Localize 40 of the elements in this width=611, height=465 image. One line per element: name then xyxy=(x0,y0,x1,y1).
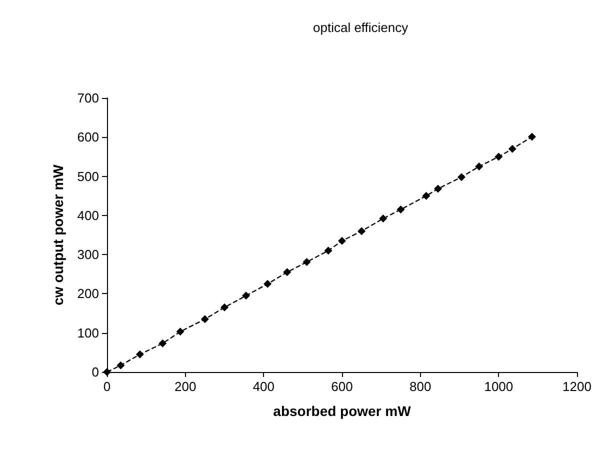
point xyxy=(200,315,209,324)
x-tick-label: 400 xyxy=(252,379,275,394)
point xyxy=(158,339,167,348)
x-tick-label: 0 xyxy=(103,379,111,394)
x-tick-label: 600 xyxy=(331,379,353,394)
point xyxy=(475,162,484,170)
point xyxy=(136,350,144,358)
y-tick-label: 0 xyxy=(92,364,99,380)
y-tick-label: 300 xyxy=(77,247,99,262)
point xyxy=(494,152,503,161)
x-tick-label: 1000 xyxy=(484,379,514,394)
point xyxy=(264,280,272,288)
point xyxy=(283,268,292,276)
x-axis-title: absorbed power mW xyxy=(273,403,412,419)
x-tick-label: 800 xyxy=(409,379,432,394)
y-tick-label: 500 xyxy=(77,168,99,184)
point xyxy=(358,227,366,236)
point xyxy=(396,206,405,214)
y-tick-label: 200 xyxy=(77,286,99,302)
point xyxy=(324,246,332,255)
point xyxy=(422,192,430,200)
point xyxy=(220,303,228,312)
y-tick-label: 700 xyxy=(77,90,99,106)
point xyxy=(116,361,125,370)
chart-title: optical efficiency xyxy=(313,20,409,35)
point xyxy=(457,173,466,182)
y-tick-label: 100 xyxy=(77,325,99,340)
x-tick-label: 200 xyxy=(174,379,196,394)
y-axis-title: cw output power mW xyxy=(50,164,66,306)
point xyxy=(176,328,184,336)
x-tick-label: 1200 xyxy=(562,379,592,394)
point xyxy=(508,144,516,153)
y-tick-label: 400 xyxy=(77,208,99,223)
point xyxy=(302,258,311,266)
point xyxy=(434,184,442,193)
point xyxy=(528,132,536,141)
y-tick-label: 600 xyxy=(77,130,99,145)
point xyxy=(338,236,346,245)
point xyxy=(242,292,250,300)
point xyxy=(379,214,388,223)
